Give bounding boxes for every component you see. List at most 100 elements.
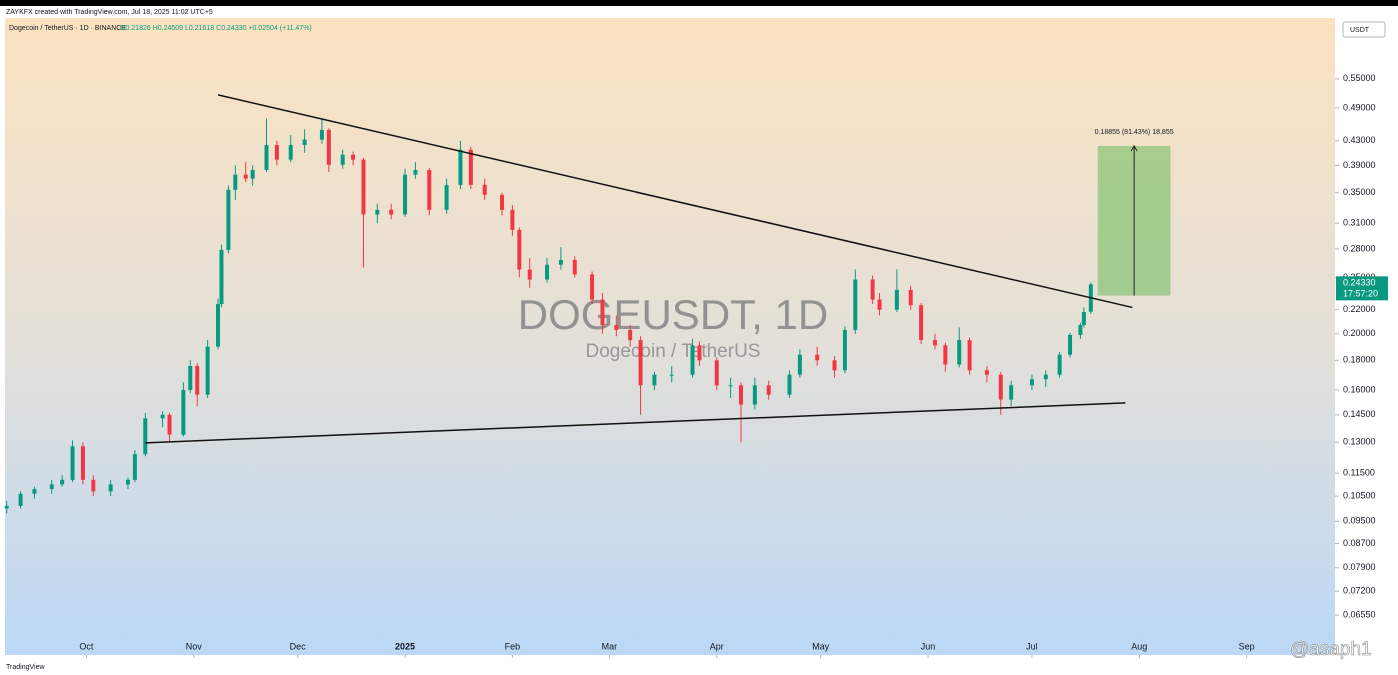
y-tick-label: 0.13000 (1343, 437, 1376, 447)
candle-body (697, 345, 702, 361)
candle-body (1043, 374, 1048, 380)
candle-body (205, 346, 210, 395)
watermark-sub: Dogecoin / TetherUS (586, 341, 761, 362)
candle-body (984, 370, 989, 375)
y-tick-label: 0.16000 (1343, 384, 1376, 394)
candle-body (628, 329, 633, 341)
candle-body (80, 446, 85, 480)
candle-body (1057, 354, 1062, 375)
candle-body (403, 174, 408, 215)
y-tick-label: 0.18000 (1343, 355, 1376, 365)
candle-body (108, 484, 113, 492)
y-tick-label: 0.55000 (1343, 73, 1376, 83)
candle-body (1029, 379, 1034, 386)
candle-body (1068, 334, 1073, 355)
candle-body (468, 149, 473, 185)
candle-body (943, 345, 948, 365)
candle-body (600, 299, 605, 326)
candle-body (91, 479, 96, 492)
candle-body (870, 279, 875, 300)
candle-body (894, 289, 899, 310)
candle-body (752, 385, 757, 405)
y-tick-label: 0.35000 (1343, 187, 1376, 197)
price-tag (1336, 276, 1388, 301)
x-tick-label: Jun (921, 641, 936, 651)
footer-logo: TradingView (6, 664, 45, 671)
candle-body (815, 354, 820, 361)
x-tick-label: Apr (710, 641, 724, 651)
x-tick-label: Oct (79, 641, 94, 651)
candle-body (908, 289, 913, 306)
measure-arrowhead (1130, 144, 1138, 152)
candle-body (510, 209, 515, 230)
x-tick-label: 2025 (395, 641, 415, 651)
candle-body (32, 489, 37, 494)
x-tick-label: Dec (290, 641, 307, 651)
y-tick-label: 0.31000 (1343, 218, 1376, 228)
candle-body (195, 365, 200, 395)
y-tick-label: 0.28000 (1343, 243, 1376, 253)
credit: @asaph1 (1290, 639, 1372, 660)
candle-body (288, 144, 293, 160)
candle-body (326, 129, 331, 165)
x-tick-label: Aug (1131, 641, 1147, 651)
candle-body (500, 194, 505, 210)
candle-body (797, 354, 802, 375)
price-tag-label: 0.24330 (1343, 278, 1376, 288)
candle-body (482, 184, 487, 195)
candle-body (216, 304, 221, 347)
y-tick-label: 0.07200 (1343, 586, 1376, 596)
candle-body (70, 446, 75, 480)
candle-body (143, 418, 148, 455)
measure-label: 0.18855 (81.43%) 18,855 (1095, 129, 1174, 136)
candle-body (167, 414, 172, 435)
candle-body (319, 129, 324, 140)
y-tick-label: 0.14500 (1343, 409, 1376, 419)
candle-body (125, 479, 130, 485)
candle-body (160, 414, 165, 419)
candle-body (1078, 325, 1083, 335)
candle-body (766, 385, 771, 395)
x-tick-label: Sep (1239, 641, 1255, 651)
candle-body (690, 345, 695, 375)
candle-body (458, 149, 463, 185)
candle-body (243, 174, 248, 179)
candle-body (1081, 312, 1086, 326)
x-tick-label: Nov (186, 641, 203, 651)
candle-body (4, 505, 9, 509)
candle-body (427, 169, 432, 210)
top-bar (0, 0, 1398, 6)
candle-body (967, 340, 972, 371)
candle-body (787, 374, 792, 395)
y-tick-label: 0.43000 (1343, 135, 1376, 145)
candle-body (389, 209, 394, 215)
candle-body (614, 325, 619, 330)
candle-body (877, 299, 882, 310)
candle-body (60, 479, 65, 485)
candle-body (264, 144, 269, 170)
countdown: 17:57:20 (1343, 289, 1378, 299)
candle-body (181, 389, 186, 435)
candle-body (517, 229, 522, 270)
y-tick-label: 0.06550 (1343, 609, 1376, 619)
watermark: DOGEUSDT, 1D (518, 291, 828, 338)
candle-body (444, 184, 449, 210)
x-tick-label: Jul (1026, 641, 1038, 651)
y-tick-label: 0.07900 (1343, 562, 1376, 572)
trendline (217, 94, 1133, 309)
candle-body (527, 269, 532, 280)
candle-body (340, 154, 345, 165)
plot-area (5, 18, 1335, 655)
candle-body (1009, 385, 1014, 400)
candle-body (853, 279, 858, 330)
y-tick-label: 0.10500 (1343, 490, 1376, 500)
candle-body (842, 329, 847, 371)
candle-body (375, 209, 380, 215)
candle-body (590, 274, 595, 300)
y-tick-label: 0.22000 (1343, 304, 1376, 314)
candle-body (18, 493, 23, 506)
x-tick-label: Feb (505, 641, 521, 651)
y-tick-label: 0.20000 (1343, 328, 1376, 338)
symbol-line: Dogecoin / TetherUS · 1D · BINANCE (9, 25, 126, 32)
